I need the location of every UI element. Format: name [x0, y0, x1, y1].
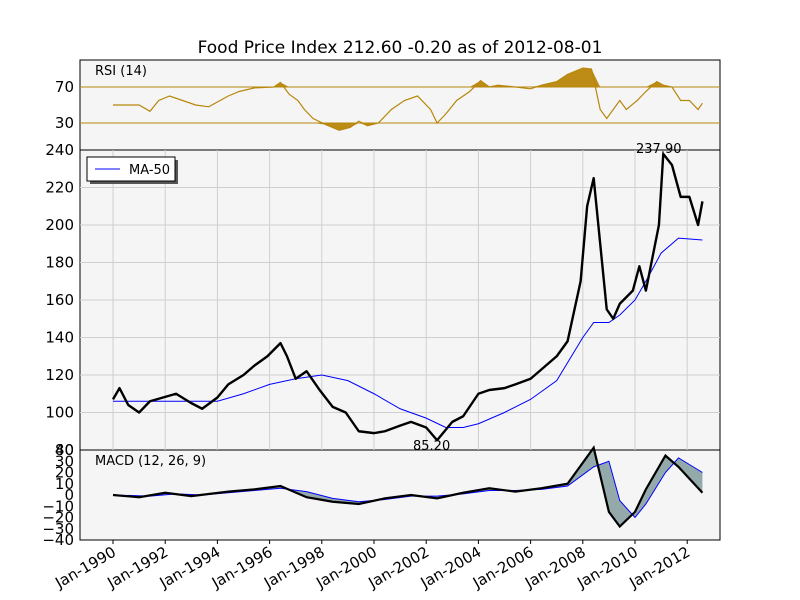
chart-title: Food Price Index 212.60 -0.20 as of 2012… — [198, 38, 603, 58]
grid-lines — [80, 150, 720, 450]
price-y-tick-label: 160 — [45, 291, 74, 309]
rsi-y-tick-label: 30 — [55, 114, 74, 132]
price-y-tick-label: 80 — [55, 441, 74, 459]
macd-y-tick-label: −10 — [42, 497, 74, 515]
ma-50-line — [113, 237, 703, 428]
annotation-low: 85.20 — [413, 439, 450, 454]
rsi-panel — [79, 59, 721, 151]
price-y-tick-label: 180 — [45, 254, 74, 272]
price-y-tick-label: 100 — [45, 404, 74, 422]
macd-y-tick-label: 10 — [55, 475, 74, 493]
rsi-plot — [80, 67, 720, 131]
annotation-high: 237.90 — [636, 142, 682, 157]
macd-y-tick-label: 0 — [64, 486, 74, 504]
rsi-oversold-fill — [313, 123, 379, 131]
macd-line — [112, 445, 704, 529]
rsi-y-tick-label: 70 — [55, 78, 74, 96]
macd-y-tick-label: 40 — [55, 441, 74, 459]
macd-y-tick-label: −30 — [42, 520, 74, 538]
macd-y-tick-label: −40 — [42, 531, 74, 549]
rsi-line — [113, 67, 703, 131]
macd-y-tick-label: 30 — [55, 452, 74, 470]
macd-y-tick-label: 20 — [55, 464, 74, 482]
price-y-tick-label: 120 — [45, 366, 74, 384]
legend-ma-label: MA-50 — [129, 163, 170, 178]
price-line — [111, 152, 704, 442]
legend: MA-50 — [86, 156, 178, 184]
macd-plot — [112, 445, 704, 529]
price-y-tick-label: 140 — [45, 329, 74, 347]
price-plot — [111, 152, 704, 442]
price-y-tick-label: 220 — [45, 179, 74, 197]
price-y-tick-label: 200 — [45, 216, 74, 234]
price-y-tick-label: 240 — [45, 141, 74, 159]
rsi-label: RSI (14) — [95, 64, 147, 79]
macd-label: MACD (12, 26, 9) — [95, 454, 206, 469]
macd-y-tick-label: −20 — [42, 509, 74, 527]
